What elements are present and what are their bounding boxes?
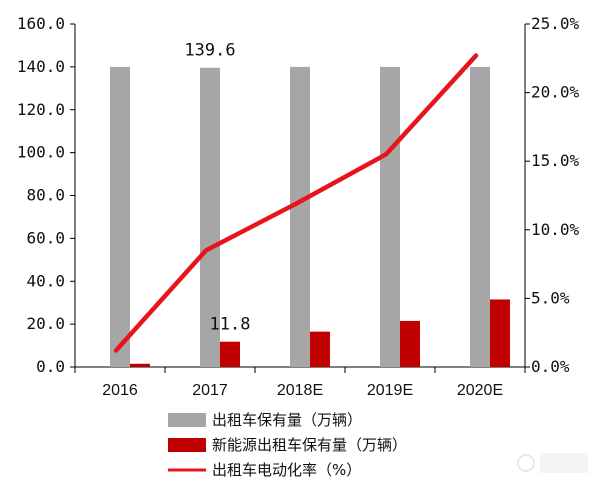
y2-tick-label: 20.0%: [531, 83, 580, 102]
y2-tick-label: 10.0%: [531, 220, 580, 239]
data-label: 139.6: [184, 41, 235, 61]
bar-nev-taxi: [400, 320, 420, 367]
data-labels: 139.6 11.8: [184, 41, 250, 335]
y-tick-label: 40.0: [26, 271, 65, 290]
legend: 出租车保有量（万辆） 新能源出租车保有量（万辆） 出租车电动化率（%）: [168, 411, 407, 479]
y2-tick-label: 0.0%: [531, 357, 570, 376]
bar-taxi-fleet: [290, 66, 310, 367]
line-series: [113, 53, 479, 353]
x-tick-label: 2019E: [367, 382, 413, 399]
y-tick-label: 20.0: [26, 314, 65, 333]
legend-label-nev-taxi: 新能源出租车保有量（万辆）: [212, 436, 407, 454]
bar-nev-taxi: [130, 363, 150, 367]
y-tick-label: 140.0: [17, 57, 65, 76]
y2-tick-label: 25.0%: [531, 14, 580, 33]
bar-taxi-fleet: [200, 67, 220, 368]
bar-taxi-fleet: [380, 66, 400, 367]
y2-tick-label: 5.0%: [531, 288, 570, 307]
y-tick-label: 60.0: [26, 228, 65, 247]
data-label: 11.8: [210, 315, 251, 335]
line-electrification: [113, 53, 479, 353]
bar-nev-taxi: [490, 299, 510, 367]
bar-taxi-fleet: [470, 66, 490, 367]
x-tick-label: 2016: [102, 382, 138, 399]
x-tick-label: 2020E: [457, 382, 503, 399]
x-tick-label: 2018E: [277, 382, 323, 399]
y-tick-label: 100.0: [17, 143, 65, 162]
y-tick-label: 80.0: [26, 186, 65, 205]
legend-swatch-nev-taxi: [168, 438, 206, 452]
legend-swatch-taxi-fleet: [168, 413, 206, 427]
watermark-logo: [517, 453, 588, 473]
axes: 160.0 140.0 120.0 100.0 80.0 60.0 40.0 20.0 0.0 2…: [17, 14, 580, 399]
legend-label-electrification: 出租车电动化率（%）: [212, 461, 361, 479]
bar-nev-taxi: [310, 331, 330, 367]
bar-taxi-fleet: [110, 66, 130, 367]
bars: [110, 66, 510, 368]
legend-label-taxi-fleet: 出租车保有量（万辆）: [212, 411, 362, 429]
y-tick-label: 0.0: [36, 357, 65, 376]
y-tick-label: 120.0: [17, 100, 65, 119]
bar-nev-taxi: [220, 341, 240, 367]
x-tick-label: 2017: [192, 382, 228, 399]
y-tick-label: 160.0: [17, 14, 65, 33]
y2-tick-label: 15.0%: [531, 151, 580, 170]
